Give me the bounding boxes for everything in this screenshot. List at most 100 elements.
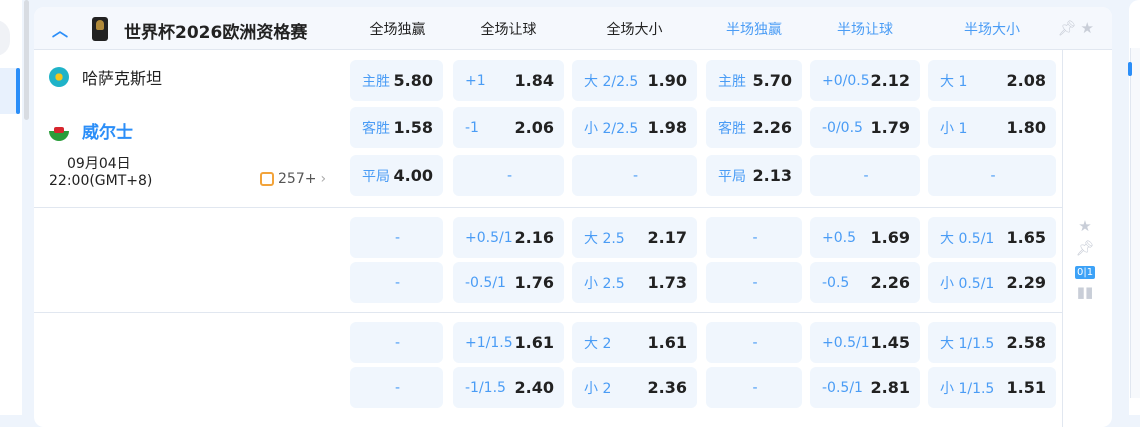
sidebar — [0, 0, 22, 415]
odds-label: 小 1/1.5 — [940, 380, 995, 397]
league-title: 世界杯2026欧洲资格赛 — [124, 23, 308, 43]
odds-value: 1.73 — [647, 273, 687, 292]
odds-label: - — [752, 334, 758, 351]
odds-label: 客胜 — [718, 120, 746, 137]
odds-value: 1.61 — [514, 333, 554, 352]
right-panel-content — [1130, 48, 1140, 398]
odds-cell[interactable]: 小 0.5/1 2.29 — [928, 262, 1056, 303]
odds-label: +0.5/1 — [465, 229, 513, 246]
star-icon[interactable]: ★ — [1080, 19, 1098, 37]
odds-value: 2.08 — [1006, 71, 1046, 90]
odds-cell[interactable]: +0/0.5 2.12 — [810, 60, 920, 101]
odds-cell: - — [350, 367, 443, 408]
odds-value: 1.61 — [647, 333, 687, 352]
stats-icon[interactable]: ▮▮ — [1076, 283, 1094, 301]
odds-label: -0.5 — [822, 274, 850, 291]
odds-label: -1/1.5 — [465, 379, 506, 396]
odds-cell[interactable]: -1 2.06 — [453, 107, 564, 148]
odds-value: 1.84 — [514, 71, 554, 90]
trophy-icon — [92, 17, 108, 41]
scrollbar[interactable] — [24, 0, 29, 120]
match-time: 09月04日 22:00(GMT+8) — [49, 156, 152, 190]
odds-label: 大 1 — [940, 73, 968, 90]
odds-cell[interactable]: 小 2.5 1.73 — [572, 262, 697, 303]
col-header: 半场让球 — [837, 22, 893, 38]
odds-label: 小 0.5/1 — [940, 275, 995, 292]
odds-cell[interactable]: 客胜 2.26 — [706, 107, 802, 148]
sidebar-item-active[interactable] — [0, 68, 20, 114]
odds-label: 小 2.5 — [584, 275, 625, 292]
odds-cell[interactable]: -0.5 2.26 — [810, 262, 920, 303]
odds-cell[interactable]: 大 2 1.61 — [572, 322, 697, 363]
odds-cell[interactable]: -0/0.5 1.79 — [810, 107, 920, 148]
odds-value: 2.26 — [870, 273, 910, 292]
odds-value: 2.26 — [752, 118, 792, 137]
odds-label: 小 2 — [584, 380, 612, 397]
odds-label: -0.5/1 — [465, 274, 506, 291]
odds-cell[interactable]: 平局 4.00 — [350, 155, 443, 196]
odds-cell[interactable]: 小 2/2.5 1.98 — [572, 107, 697, 148]
odds-cell[interactable]: +0.5/1 1.45 — [810, 322, 920, 363]
odds-cell[interactable]: +0.5 1.69 — [810, 217, 920, 258]
odds-cell[interactable]: +1/1.5 1.61 — [453, 322, 564, 363]
odds-cell[interactable]: -1/1.5 2.40 — [453, 367, 564, 408]
home-team[interactable]: 哈萨克斯坦 — [49, 65, 162, 89]
divider — [34, 207, 1062, 208]
odds-cell[interactable]: -0.5/1 1.76 — [453, 262, 564, 303]
col-header: 全场独赢 — [369, 22, 426, 38]
scoreboard-icon[interactable]: 0|1 — [1075, 266, 1096, 279]
odds-cell[interactable]: -0.5/1 2.81 — [810, 367, 920, 408]
odds-cell: - — [350, 322, 443, 363]
wales-flag-icon — [49, 120, 69, 141]
more-markets-link[interactable]: 257+ › — [260, 171, 326, 187]
odds-cell[interactable]: 大 2/2.5 1.90 — [572, 60, 697, 101]
markets-icon — [260, 172, 274, 186]
col-header: 半场独赢 — [726, 22, 782, 38]
odds-label: - — [394, 334, 401, 351]
odds-value: 2.13 — [752, 166, 792, 185]
odds-cell[interactable]: 大 2.5 2.17 — [572, 217, 697, 258]
odds-cell[interactable]: 小 2 2.36 — [572, 367, 697, 408]
odds-value: 2.81 — [870, 378, 910, 397]
odds-value: 1.58 — [393, 118, 433, 137]
home-team-name: 哈萨克斯坦 — [82, 69, 163, 88]
odds-label: +0/0.5 — [822, 72, 870, 89]
odds-cell[interactable]: 主胜 5.80 — [350, 60, 443, 101]
away-team[interactable]: 威尔士 — [49, 118, 133, 143]
odds-cell[interactable]: 大 1 2.08 — [928, 60, 1056, 101]
odds-value: 2.40 — [514, 378, 554, 397]
match-actions: ★ 📌︎ 0|1 ▮▮ — [1075, 215, 1096, 303]
odds-cell[interactable]: 大 0.5/1 1.65 — [928, 217, 1056, 258]
odds-cell: - — [706, 367, 802, 408]
odds-cell[interactable]: 小 1 1.80 — [928, 107, 1056, 148]
odds-label: - — [632, 167, 639, 184]
odds-cell[interactable]: +0.5/1 2.16 — [453, 217, 564, 258]
odds-cell[interactable]: 平局 2.13 — [706, 155, 802, 196]
odds-label: - — [506, 167, 513, 184]
odds-cell: - — [706, 262, 802, 303]
odds-value: 1.51 — [1006, 378, 1046, 397]
pin-icon[interactable]: 📌︎ — [1075, 239, 1095, 257]
odds-label: -0/0.5 — [822, 119, 863, 136]
odds-label: 大 2 — [584, 335, 612, 352]
odds-cell: - — [453, 155, 564, 196]
odds-cell[interactable]: +1 1.84 — [453, 60, 564, 101]
odds-cell: - — [350, 217, 443, 258]
sidebar-button[interactable] — [0, 20, 10, 56]
odds-value: 1.45 — [870, 333, 910, 352]
match-card: ︿ 世界杯2026欧洲资格赛 全场独赢 全场让球 全场大小 半场独赢 半场让球 … — [34, 7, 1112, 427]
odds-cell: - — [706, 322, 802, 363]
star-icon[interactable]: ★ — [1078, 217, 1092, 235]
odds-cell[interactable]: 主胜 5.70 — [706, 60, 802, 101]
chevron-up-icon[interactable]: ︿ — [52, 21, 69, 40]
odds-cell[interactable]: 客胜 1.58 — [350, 107, 443, 148]
pin-icon[interactable]: 📌︎ — [1057, 19, 1081, 37]
more-count: 257+ — [278, 171, 317, 187]
odds-cell[interactable]: 大 1/1.5 2.58 — [928, 322, 1056, 363]
odds-cell[interactable]: 小 1/1.5 1.51 — [928, 367, 1056, 408]
odds-value: 2.06 — [514, 118, 554, 137]
odds-label: 客胜 — [362, 120, 390, 137]
odds-label: 大 2.5 — [584, 230, 625, 247]
odds-value: 1.76 — [514, 273, 554, 292]
odds-label: - — [752, 379, 758, 396]
